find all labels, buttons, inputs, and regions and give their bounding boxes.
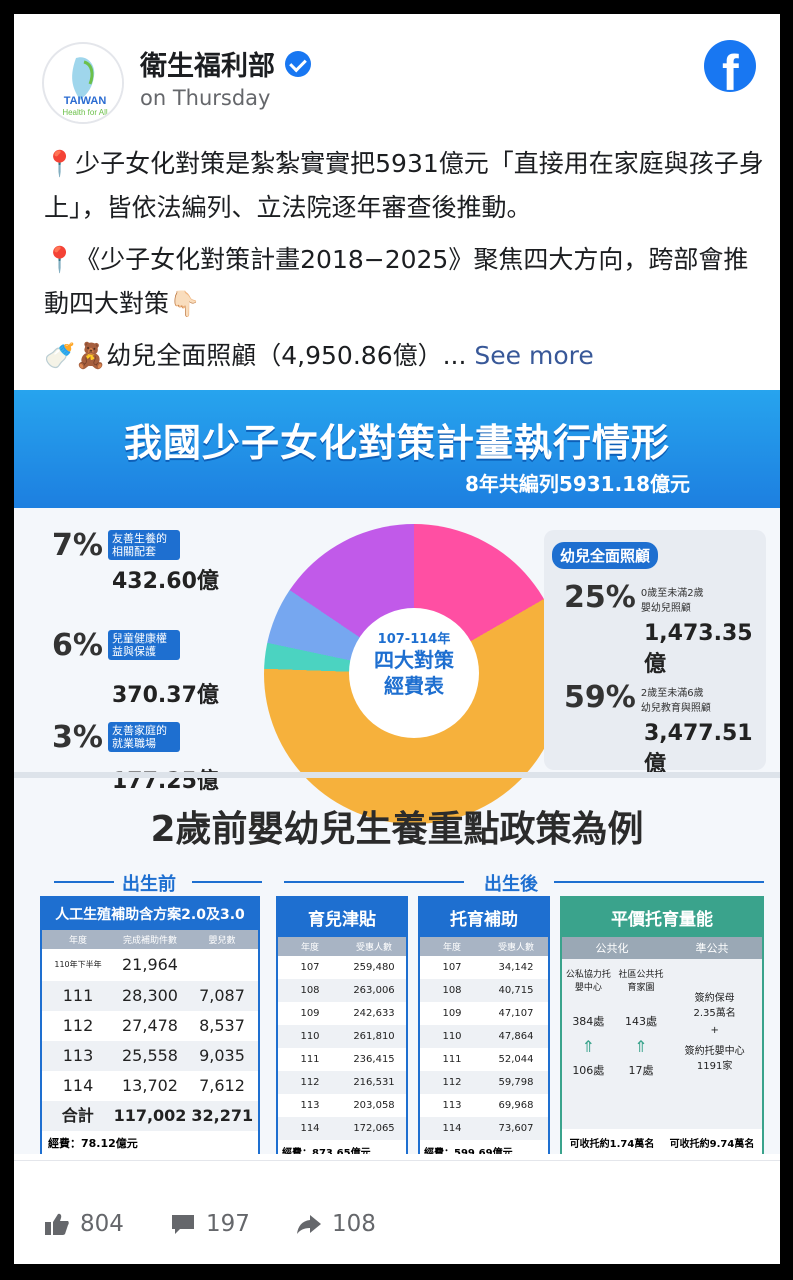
pin-icon: 📍 — [44, 245, 76, 274]
ivf-subsidy-table: 人工生殖補助含方案2.0及3.0 年度 完成補助件數 嬰兒數 110年下半年 21… — [40, 896, 260, 1154]
infographic-image[interactable]: 我國少子女化對策計畫執行情形 8年共編列5931.18億元 7% 友善生養的相關… — [14, 390, 780, 1154]
share-icon — [297, 1215, 321, 1234]
budget-item: 7% 友善生養的相關配套 432.60億 — [52, 528, 219, 594]
phase-line — [54, 881, 114, 883]
table-row: 110 261,810 — [278, 1025, 406, 1048]
table-row: 112 216,531 — [278, 1071, 406, 1094]
table-row: 113 69,968 — [442, 1100, 534, 1111]
table-row: 113 203,058 — [300, 1100, 395, 1111]
post-paragraph: 📍《少子女化對策計畫2018−2025》聚焦四大方向，跨部會推動四大對策👇🏻 — [44, 245, 749, 318]
facebook-logo-icon: f — [704, 40, 756, 92]
table-row: 110 47,864 — [420, 1025, 548, 1048]
table-row: 合計 117,002 32,271 — [42, 1101, 258, 1131]
table-row: 107 259,480 — [300, 962, 395, 973]
table-row: 112 59,798 — [420, 1071, 548, 1094]
table-row: 112 27,478 8,537 — [62, 1016, 245, 1035]
reaction-bar: 804 197 108 — [14, 1160, 780, 1264]
infographic-subtitle: 8年共編列5931.18億元 — [464, 472, 690, 496]
post-timestamp[interactable]: on Thursday — [140, 86, 271, 110]
table-footer: 經費：873.65億元 — [282, 1148, 371, 1154]
table-row: 111 52,044 — [442, 1054, 534, 1065]
table-footer: 經費：599.69億元 — [424, 1148, 513, 1154]
budget-item: 25% 0歲至未滿2歲嬰幼兒照顧 1,473.35億 — [564, 580, 753, 677]
verified-badge-icon — [285, 50, 311, 77]
budget-item: 3% 友善家庭的就業職場 177.25億 — [52, 720, 219, 794]
svg-text:Health for All: Health for All — [62, 108, 108, 117]
table-row: 111 236,415 — [300, 1054, 395, 1065]
budget-item: 59% 2歲至未滿6歲幼兒教育與照顧 3,477.51億 — [564, 680, 753, 777]
table-row: 109 47,107 — [442, 1008, 534, 1019]
infographic-banner: 我國少子女化對策計畫執行情形 8年共編列5931.18億元 — [14, 390, 780, 508]
table-row: 109 242,633 — [300, 1008, 395, 1019]
svg-text:TAIWAN: TAIWAN — [64, 95, 107, 107]
table-body: 110年下半年 21,964 111 28,300 7,087 112 27,478 8,… — [42, 949, 258, 1154]
childcare-allowance-table: 育兒津貼 年度 受惠人數 107 259,480 108 263,006 109 242… — [276, 896, 408, 1154]
affordable-care-table: 平價托育量能 公共化 準公共 公私協力托嬰中心 社區公共托育家園 384處 143… — [560, 896, 764, 1154]
policy-section-title: 2歲前嬰幼兒生養重點政策為例 — [150, 809, 644, 850]
table-row: 114 172,065 — [278, 1117, 406, 1140]
table-row: 111 28,300 7,087 — [42, 981, 258, 1011]
table-footer: 經費：78.12億元 — [48, 1137, 138, 1150]
thumbs-up-icon — [45, 1213, 69, 1235]
taiwan-health-logo: TAIWAN Health for All — [46, 46, 122, 122]
phase-line — [554, 881, 764, 883]
section-divider — [14, 772, 780, 778]
page-name[interactable]: 衛生福利部 — [140, 44, 311, 83]
phase-line — [192, 881, 262, 883]
phase-after-label: 出生後 — [484, 874, 538, 895]
see-more-link[interactable]: See more — [474, 341, 594, 370]
phase-line — [284, 881, 464, 883]
childcare-subsidy-table: 托育補助 年度 受惠人數 107 34,142 108 40,715 109 47,10… — [418, 896, 550, 1154]
phase-before-label: 出生前 — [122, 874, 176, 895]
comment-count[interactable]: 197 — [170, 1211, 250, 1237]
post-card: TAIWAN Health for All 衛生福利部 on Thursday … — [14, 14, 780, 1264]
post-paragraph: 📍少子女化對策是紮紮實實把5931億元「直接用在家庭與孩子身上」，皆依法編列、立… — [44, 149, 764, 222]
table-row: 113 25,558 9,035 — [42, 1041, 258, 1071]
table-row: 108 263,006 — [278, 979, 406, 1002]
childcare-panel: 幼兒全面照顧 25% 0歲至未滿2歲嬰幼兒照顧 1,473.35億 59% 2歲… — [544, 530, 766, 777]
arrow-up-icon: ⇑ — [581, 1037, 596, 1056]
arrow-up-icon: ⇑ — [634, 1037, 648, 1056]
post-paragraph: 🍼🧸幼兒全面照顧（4,950.86億）... See more — [44, 341, 594, 370]
infographic-title: 我國少子女化對策計畫執行情形 — [123, 421, 670, 465]
pie-center-label: 107-114年 四大對策 經費表 — [349, 608, 479, 738]
table-row: 107 34,142 — [442, 962, 534, 973]
pin-icon: 📍 — [44, 149, 76, 178]
table-row: 114 13,702 7,612 — [62, 1076, 245, 1095]
post-body: 📍少子女化對策是紮紮實實把5931億元「直接用在家庭與孩子身上」，皆依法編列、立… — [44, 142, 764, 386]
page-avatar[interactable]: TAIWAN Health for All — [42, 42, 124, 124]
author-name[interactable]: 衛生福利部 — [140, 51, 275, 82]
budget-item: 6% 兒童健康權益與保護 370.37億 — [52, 628, 219, 708]
share-count[interactable]: 108 — [296, 1211, 376, 1237]
bottle-bear-icon: 🍼🧸 — [44, 341, 107, 370]
like-count[interactable]: 804 — [44, 1211, 124, 1237]
comment-icon — [172, 1215, 194, 1234]
table-row: 110年下半年 21,964 — [54, 955, 178, 974]
table-row: 114 73,607 — [420, 1117, 548, 1140]
table-row: 108 40,715 — [420, 979, 548, 1002]
